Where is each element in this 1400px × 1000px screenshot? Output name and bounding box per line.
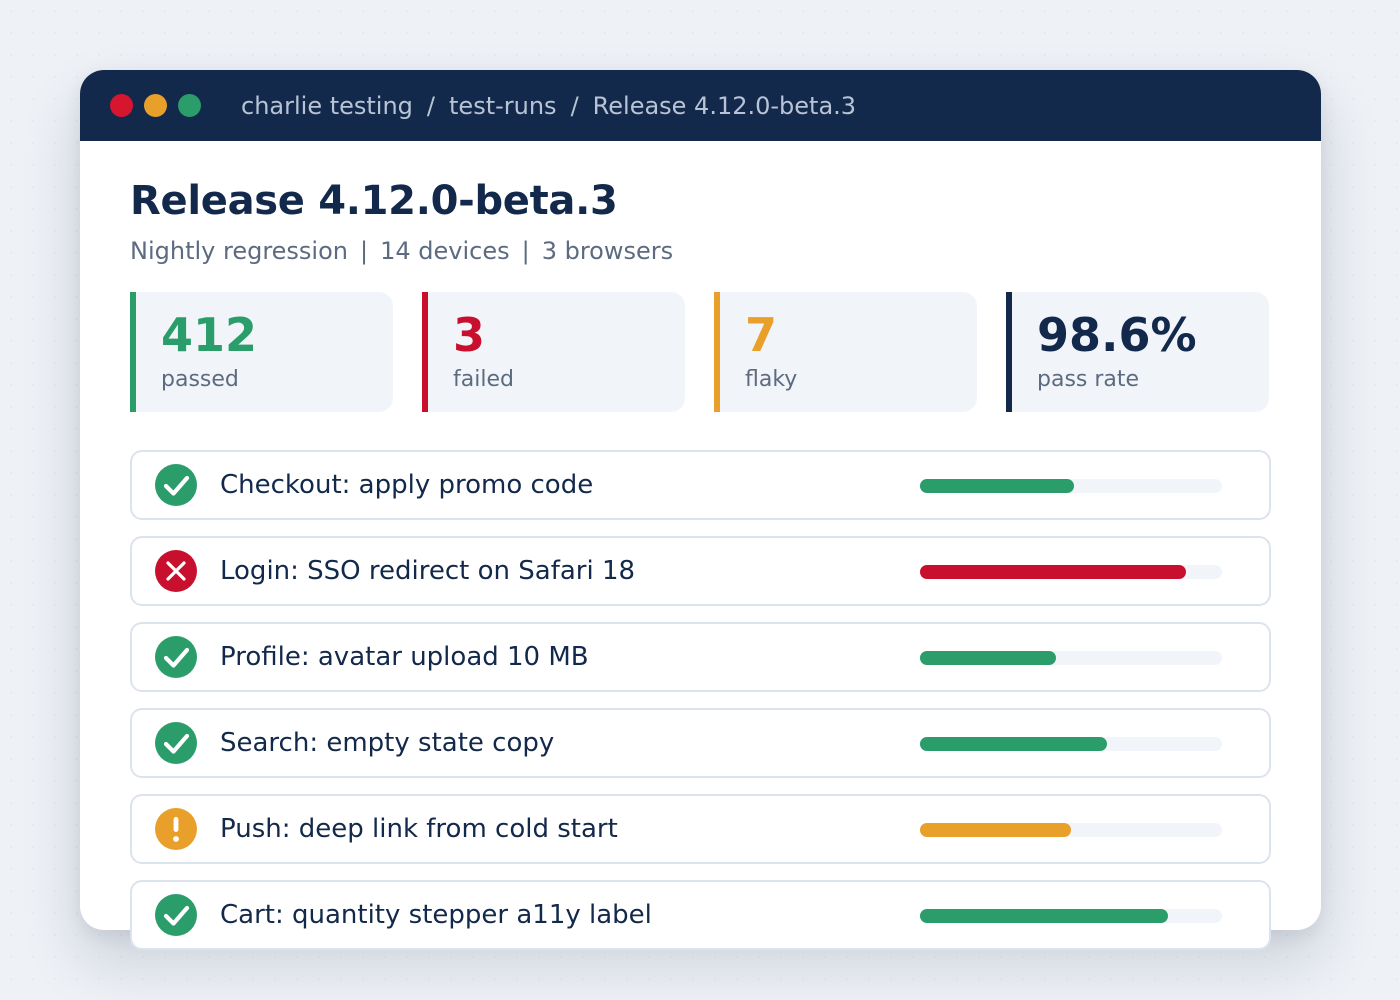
- result-bar: [920, 565, 1222, 579]
- breadcrumb-item-test-runs[interactable]: test-runs: [449, 91, 557, 120]
- result-bar-fill: [920, 737, 1108, 751]
- stat-label: failed: [453, 366, 514, 392]
- test-name: Push: deep link from cold start: [220, 814, 618, 844]
- test-name: Profile: avatar upload 10 MB: [220, 642, 589, 672]
- maximize-window-button[interactable]: [178, 94, 201, 117]
- stat-label: pass rate: [1037, 366, 1140, 392]
- result-bar-fill: [920, 565, 1186, 579]
- window-controls: [110, 94, 201, 117]
- test-list: Checkout: apply promo code Login: SSO re…: [130, 450, 1271, 966]
- test-row[interactable]: Login: SSO redirect on Safari 18: [130, 536, 1271, 606]
- subtitle-separator: |: [360, 237, 369, 265]
- breadcrumb-item-workspace[interactable]: charlie testing: [241, 91, 413, 120]
- main-content: Release 4.12.0-beta.3 Nightly regression…: [80, 141, 1321, 412]
- check-circle-icon: [154, 721, 198, 765]
- check-circle-icon: [154, 463, 198, 507]
- stat-card-pass-rate: 98.6% pass rate: [1006, 292, 1269, 412]
- test-name: Cart: quantity stepper a11y label: [220, 900, 652, 930]
- result-bar: [920, 651, 1222, 665]
- exclamation-circle-icon: [154, 807, 198, 851]
- stat-label: passed: [161, 366, 239, 392]
- subtitle-separator: |: [521, 237, 530, 265]
- result-bar: [920, 737, 1222, 751]
- breadcrumb-separator: /: [570, 91, 579, 120]
- stat-card-flaky: 7 flaky: [714, 292, 977, 412]
- result-bar: [920, 909, 1222, 923]
- test-row[interactable]: Cart: quantity stepper a11y label: [130, 880, 1271, 950]
- minimize-window-button[interactable]: [144, 94, 167, 117]
- test-row[interactable]: Profile: avatar upload 10 MB: [130, 622, 1271, 692]
- test-name: Login: SSO redirect on Safari 18: [220, 556, 636, 586]
- run-type: Nightly regression: [130, 237, 348, 265]
- breadcrumb-item-current: Release 4.12.0-beta.3: [592, 91, 857, 120]
- stat-value: 7: [745, 308, 778, 362]
- title-bar: charlie testing / test-runs / Release 4.…: [80, 70, 1321, 141]
- stat-value: 412: [161, 308, 258, 362]
- stat-value: 3: [453, 308, 486, 362]
- x-circle-icon: [154, 549, 198, 593]
- page-title: Release 4.12.0-beta.3: [130, 178, 618, 224]
- test-row[interactable]: Checkout: apply promo code: [130, 450, 1271, 520]
- test-name: Checkout: apply promo code: [220, 470, 594, 500]
- check-circle-icon: [154, 635, 198, 679]
- browser-count: 3 browsers: [541, 237, 674, 265]
- result-bar-fill: [920, 823, 1071, 837]
- app-window: charlie testing / test-runs / Release 4.…: [80, 70, 1321, 950]
- check-circle-icon: [154, 893, 198, 937]
- run-subtitle: Nightly regression | 14 devices | 3 brow…: [130, 237, 1271, 265]
- device-count: 14 devices: [380, 237, 510, 265]
- breadcrumb-separator: /: [426, 91, 436, 120]
- stat-card-passed: 412 passed: [130, 292, 393, 412]
- test-name: Search: empty state copy: [220, 728, 555, 758]
- stat-value: 98.6%: [1037, 308, 1197, 362]
- result-bar-fill: [920, 651, 1056, 665]
- stat-card-failed: 3 failed: [422, 292, 685, 412]
- stats-row: 412 passed 3 failed 7 flaky 98.6% pass r…: [130, 292, 1271, 412]
- breadcrumb: charlie testing / test-runs / Release 4.…: [241, 92, 856, 120]
- test-row[interactable]: Search: empty state copy: [130, 708, 1271, 778]
- stat-label: flaky: [745, 366, 798, 392]
- close-window-button[interactable]: [110, 94, 133, 117]
- result-bar: [920, 479, 1222, 493]
- result-bar: [920, 823, 1222, 837]
- result-bar-fill: [920, 479, 1075, 493]
- test-row[interactable]: Push: deep link from cold start: [130, 794, 1271, 864]
- result-bar-fill: [920, 909, 1168, 923]
